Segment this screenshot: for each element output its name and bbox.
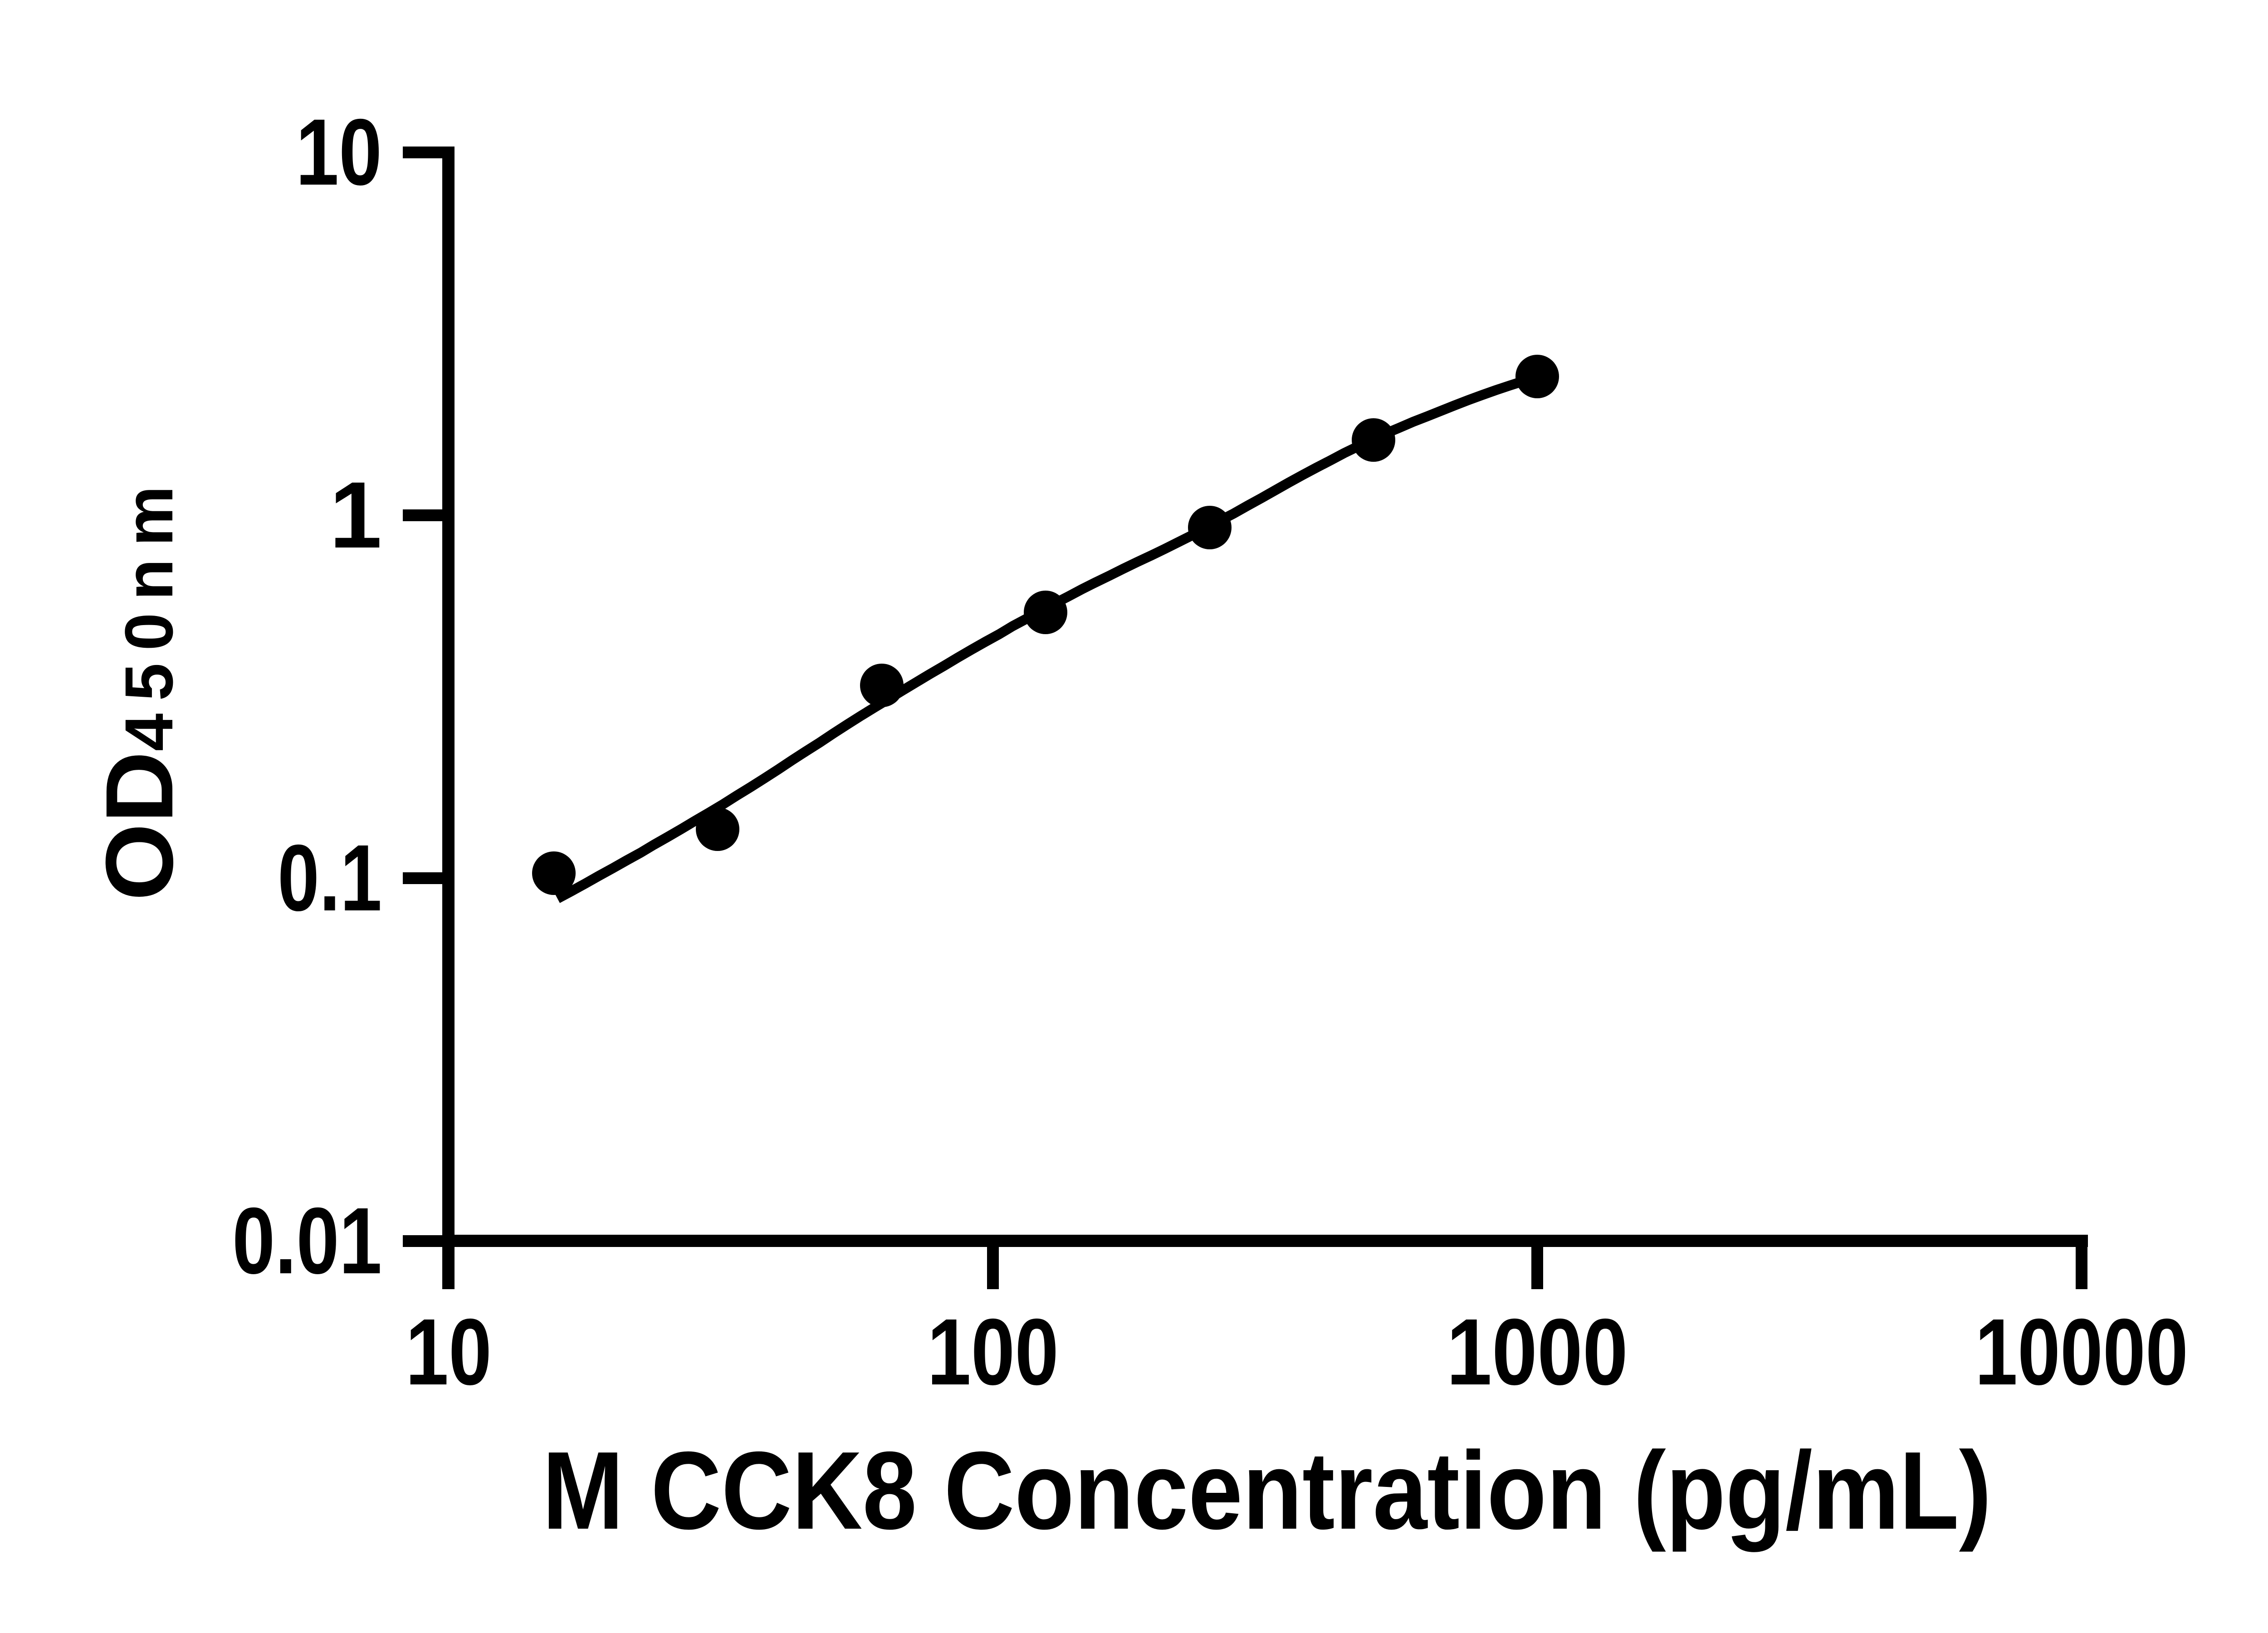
svg-text:10: 10 <box>406 1300 492 1405</box>
svg-text:0.1: 0.1 <box>278 826 382 931</box>
svg-text:1: 1 <box>329 463 382 568</box>
svg-text:10: 10 <box>296 100 382 205</box>
svg-text:1000: 1000 <box>1447 1300 1628 1405</box>
svg-text:0.01: 0.01 <box>232 1188 382 1294</box>
svg-text:100: 100 <box>927 1300 1059 1405</box>
svg-text:10000: 10000 <box>1975 1300 2188 1405</box>
svg-text:M CCK8 Concentration (pg/mL): M CCK8 Concentration (pg/mL) <box>543 1428 1992 1552</box>
